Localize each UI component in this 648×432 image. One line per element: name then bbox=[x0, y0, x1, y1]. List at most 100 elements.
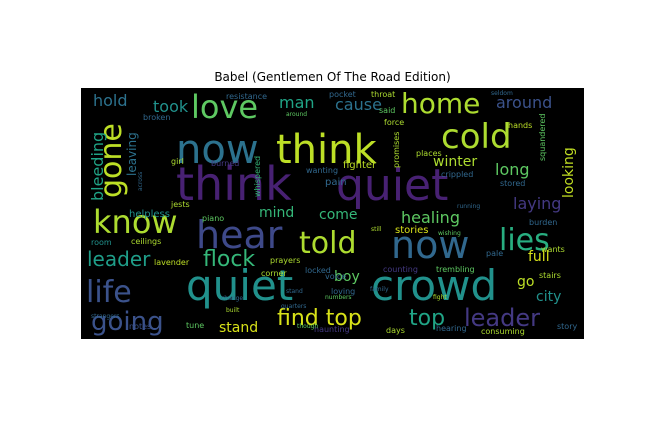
cloud-word: stand bbox=[286, 288, 303, 295]
cloud-word: looking bbox=[561, 147, 577, 198]
cloud-word: now bbox=[176, 127, 259, 173]
cloud-word: find top bbox=[277, 306, 362, 331]
cloud-word: helpless bbox=[129, 209, 170, 220]
cloud-word: corner bbox=[261, 269, 287, 278]
cloud-word: cold bbox=[441, 117, 512, 157]
cloud-word: laying bbox=[513, 194, 561, 213]
cloud-word: bleeding bbox=[88, 132, 107, 201]
cloud-word: gone bbox=[94, 123, 129, 198]
cloud-word: stories bbox=[395, 225, 429, 236]
cloud-word: girl bbox=[171, 157, 184, 166]
cloud-word: numbers bbox=[325, 294, 352, 301]
cloud-word: said bbox=[379, 106, 395, 115]
cloud-word: around bbox=[496, 93, 552, 112]
cloud-background bbox=[81, 88, 584, 339]
cloud-word: going bbox=[91, 307, 164, 337]
cloud-word: consuming bbox=[481, 327, 525, 336]
cloud-word: loving bbox=[331, 287, 355, 296]
cloud-word: force bbox=[384, 118, 404, 127]
cloud-word: fighter bbox=[343, 160, 377, 171]
cloud-word: tune bbox=[186, 321, 204, 330]
cloud-word: squandered bbox=[538, 114, 547, 161]
cloud-word: wanting bbox=[306, 166, 338, 175]
chart-title: Babel (Gentlemen Of The Road Edition) bbox=[214, 70, 451, 84]
cloud-word: wishing bbox=[438, 230, 461, 237]
cloud-word: still bbox=[371, 226, 382, 233]
cloud-word: think bbox=[276, 127, 378, 173]
cloud-word: leaving bbox=[125, 132, 139, 176]
cloud-word: voice bbox=[325, 272, 346, 281]
cloud-word: fight bbox=[433, 294, 447, 301]
cloud-word: man bbox=[279, 93, 315, 112]
cloud-word: pain bbox=[325, 177, 347, 188]
cloud-word: go bbox=[517, 274, 534, 290]
cloud-word: wants bbox=[541, 245, 565, 254]
cloud-word: haunting bbox=[314, 325, 350, 334]
cloud-word: mind bbox=[259, 205, 294, 221]
cloud-word: told bbox=[299, 226, 357, 261]
cloud-word: resistance bbox=[226, 92, 267, 101]
cloud-word: quarters bbox=[281, 303, 306, 310]
cloud-word: burned bbox=[211, 159, 239, 168]
cloud-word: though bbox=[297, 323, 318, 330]
cloud-word: story bbox=[557, 322, 577, 331]
cloud-word: around bbox=[286, 111, 307, 118]
cloud-word: built bbox=[226, 307, 240, 314]
cloud-word: winter bbox=[433, 154, 477, 170]
cloud-word: now bbox=[391, 223, 469, 267]
cloud-word: lies bbox=[499, 223, 550, 258]
cloud-word: long bbox=[495, 160, 530, 179]
cloud-word: city bbox=[536, 289, 561, 305]
cloud-word: seldom bbox=[491, 90, 513, 97]
cloud-word: hear bbox=[196, 213, 283, 257]
cloud-word: days bbox=[386, 326, 405, 335]
cloud-word: cause bbox=[335, 95, 382, 114]
cloud-word: strangers bbox=[91, 313, 120, 320]
cloud-word: stored bbox=[500, 179, 525, 188]
cloud-word: hold bbox=[93, 91, 128, 110]
cloud-word: know bbox=[93, 203, 178, 241]
cloud-word: running bbox=[457, 203, 480, 210]
cloud-word: jests bbox=[170, 200, 190, 209]
cloud-word: full bbox=[528, 249, 550, 265]
cloud-word: change bbox=[221, 295, 243, 302]
cloud-word: leader bbox=[87, 247, 151, 271]
cloud-word: top bbox=[409, 306, 445, 331]
cloud-word: places bbox=[416, 149, 442, 158]
cloud-word: prayers bbox=[270, 256, 300, 265]
cloud-word: hearing bbox=[436, 324, 467, 333]
cloud-word: love bbox=[191, 88, 258, 126]
cloud-word: leader bbox=[464, 304, 540, 332]
cloud-word: quiet bbox=[186, 261, 293, 310]
cloud-word: ceilings bbox=[131, 237, 161, 246]
cloud-word: family bbox=[370, 286, 389, 293]
cloud-word: life bbox=[86, 275, 132, 310]
cloud-word: across bbox=[137, 172, 144, 191]
cloud-word: healing bbox=[401, 208, 460, 227]
cloud-word: broken bbox=[143, 113, 170, 122]
cloud-word: locked bbox=[305, 266, 331, 275]
cloud-word: home bbox=[401, 88, 480, 120]
cloud-word: took bbox=[153, 97, 189, 116]
cloud-word: come bbox=[319, 207, 358, 223]
cloud-word: think bbox=[176, 157, 292, 211]
cloud-word: notes bbox=[129, 322, 151, 331]
cloud-word: flock bbox=[203, 247, 255, 272]
cloud-word: crowd bbox=[371, 261, 497, 310]
cloud-word: whispered bbox=[253, 156, 262, 197]
cloud-word: pocket bbox=[329, 90, 356, 99]
cloud-word: quiet bbox=[336, 160, 448, 211]
cloud-word: piano bbox=[202, 214, 224, 223]
cloud-word: stairs bbox=[539, 271, 561, 280]
cloud-word: crippled bbox=[441, 170, 473, 179]
cloud-word: lavender bbox=[154, 258, 190, 267]
cloud-word: throat bbox=[371, 90, 395, 99]
cloud-word: promises bbox=[392, 132, 401, 168]
cloud-word: trembling bbox=[436, 265, 475, 274]
cloud-word: stand bbox=[219, 320, 258, 336]
cloud-word: burden bbox=[529, 218, 557, 227]
cloud-word: pale bbox=[486, 249, 503, 258]
cloud-word: boy bbox=[334, 269, 360, 285]
